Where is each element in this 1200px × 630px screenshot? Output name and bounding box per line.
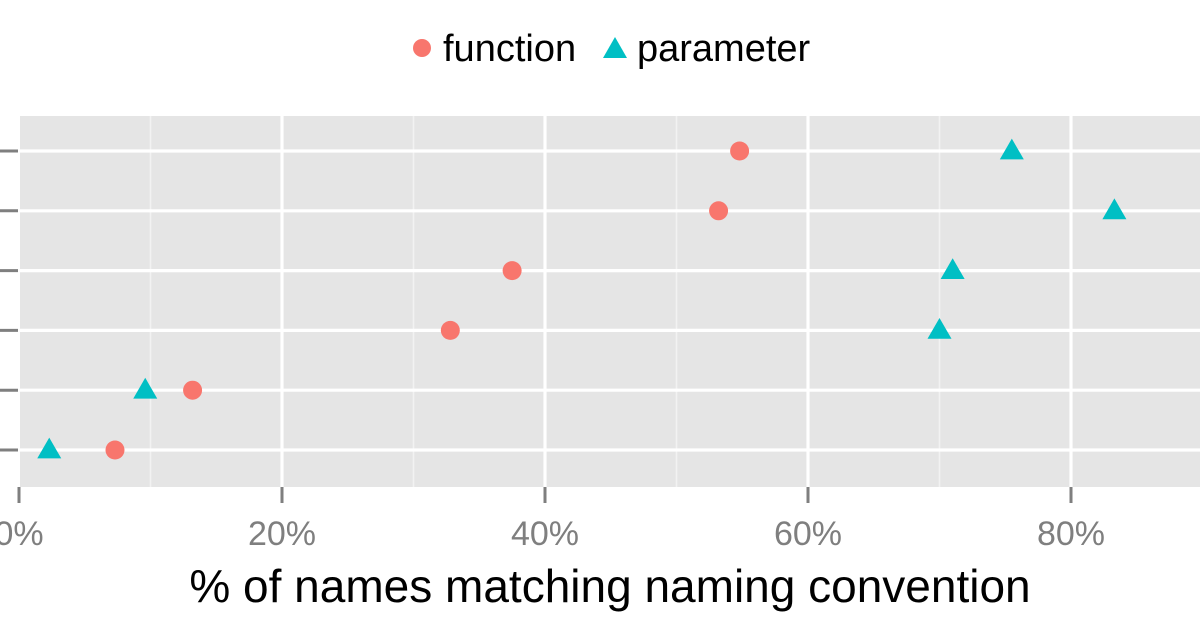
legend-marker-function: [413, 39, 431, 57]
plot-panel: [20, 116, 1200, 487]
point-function: [709, 201, 729, 221]
x-tick-label: 80%: [1037, 515, 1105, 553]
point-parameter: [927, 318, 952, 339]
x-tick-label: 20%: [248, 515, 316, 553]
x-tick-label: 0%: [0, 515, 44, 553]
legend-item-function: function: [413, 28, 576, 70]
point-parameter: [940, 258, 965, 279]
point-parameter: [37, 437, 62, 459]
axes: 0% 20% 40% 60% 80%: [0, 149, 1105, 553]
point-parameter: [999, 138, 1024, 160]
point-function: [502, 261, 522, 281]
point-function: [105, 440, 125, 460]
legend-item-parameter: parameter: [603, 28, 811, 70]
x-axis-title: % of names matching naming convention: [189, 560, 1030, 612]
point-function: [183, 380, 203, 400]
point-parameter: [1102, 198, 1127, 220]
point-function: [730, 141, 750, 161]
point-function: [440, 320, 460, 340]
gridlines: [20, 116, 1200, 487]
point-parameter: [133, 377, 158, 399]
legend: function parameter: [413, 28, 811, 70]
legend-label-function: function: [443, 28, 576, 70]
legend-label-parameter: parameter: [637, 28, 811, 70]
legend-marker-parameter: [603, 37, 627, 58]
data-points: [37, 138, 1127, 460]
x-tick-label: 40%: [511, 515, 579, 553]
x-tick-label: 60%: [774, 515, 842, 553]
